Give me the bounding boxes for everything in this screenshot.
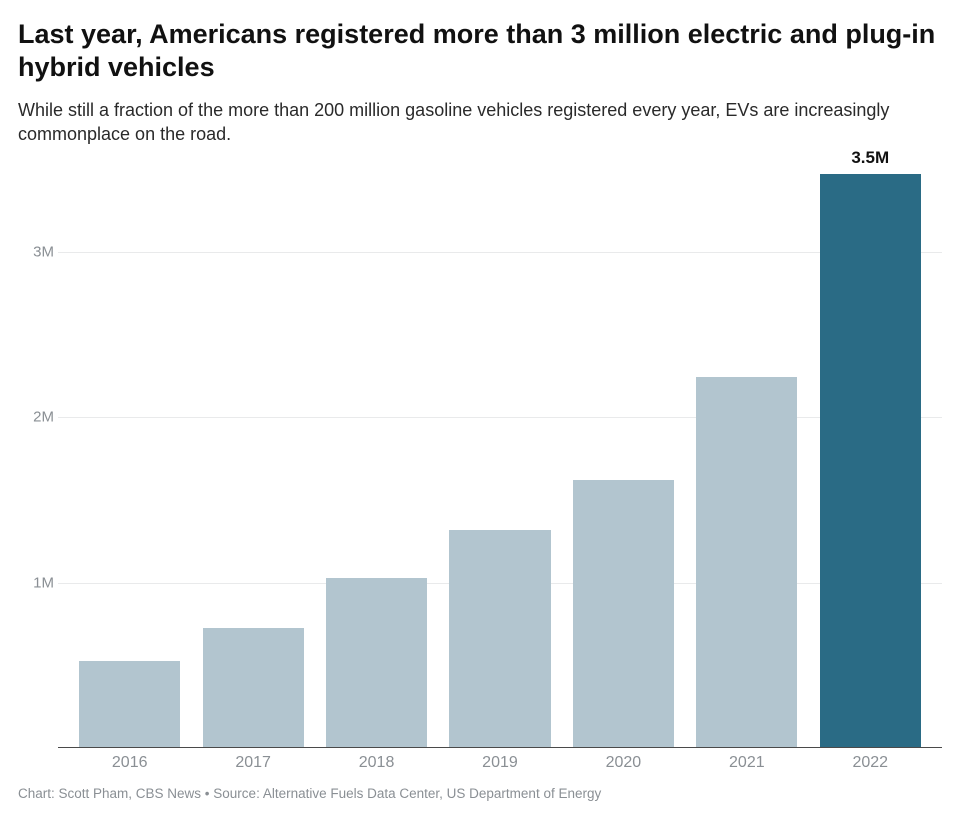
bar — [696, 377, 797, 748]
bar-slot — [68, 160, 191, 748]
bar — [326, 578, 427, 749]
chart-footer-credit: Chart: Scott Pham, CBS News • Source: Al… — [18, 786, 942, 801]
bar-slot: 3.5M — [809, 160, 932, 748]
bar-slot — [315, 160, 438, 748]
y-tick-label: 2M — [33, 409, 54, 426]
chart-subtitle: While still a fraction of the more than … — [18, 98, 942, 147]
plot-region: 3.5M — [58, 160, 942, 748]
bar — [820, 174, 921, 749]
chart-plot-area: 1M 2M 3M — [18, 160, 942, 748]
x-tick-label: 2021 — [685, 754, 808, 772]
bars-group: 3.5M — [58, 160, 942, 748]
x-tick-label: 2022 — [809, 754, 932, 772]
bar-slot — [562, 160, 685, 748]
x-tick-label: 2019 — [438, 754, 561, 772]
bar — [203, 628, 304, 749]
bar — [79, 661, 180, 749]
bar — [449, 530, 550, 749]
x-tick-label: 2016 — [68, 754, 191, 772]
chart-container: Last year, Americans registered more tha… — [0, 0, 960, 815]
y-axis: 1M 2M 3M — [18, 160, 58, 748]
x-tick-label: 2020 — [562, 754, 685, 772]
x-tick-label: 2018 — [315, 754, 438, 772]
y-tick-label: 1M — [33, 574, 54, 591]
bar-slot — [685, 160, 808, 748]
bar-value-label: 3.5M — [851, 148, 889, 168]
bar-slot — [438, 160, 561, 748]
x-tick-label: 2017 — [191, 754, 314, 772]
bar-slot — [191, 160, 314, 748]
y-tick-label: 3M — [33, 243, 54, 260]
x-axis-labels: 2016 2017 2018 2019 2020 2021 2022 — [58, 748, 942, 772]
bar — [573, 480, 674, 748]
chart-title: Last year, Americans registered more tha… — [18, 18, 942, 84]
